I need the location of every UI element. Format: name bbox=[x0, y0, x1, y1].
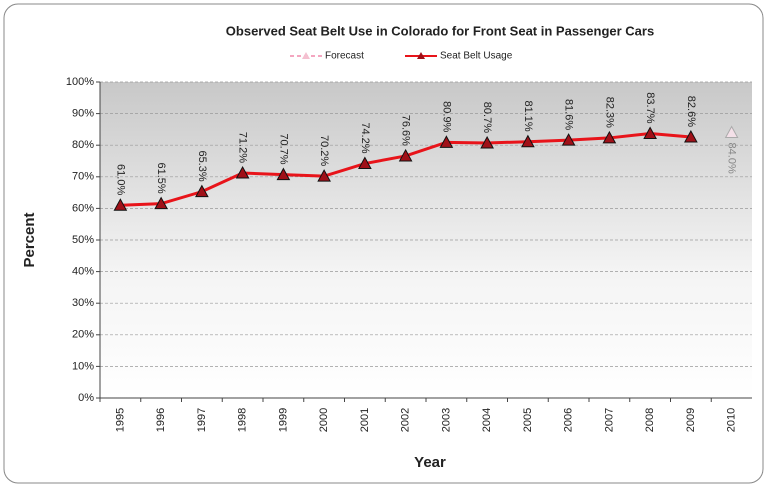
legend-marker bbox=[302, 52, 310, 59]
data-label: 76.6% bbox=[400, 115, 412, 146]
y-tick-label: 60% bbox=[72, 202, 94, 214]
x-tick-label: 2006 bbox=[563, 408, 575, 432]
data-marker bbox=[398, 148, 413, 162]
x-tick-label: 2000 bbox=[318, 408, 330, 432]
legend-marker bbox=[417, 52, 425, 59]
data-label: 61.5% bbox=[155, 162, 167, 193]
data-label: 84.0% bbox=[726, 143, 738, 174]
y-axis-label: Percent bbox=[21, 212, 38, 267]
y-tick-label: 20% bbox=[72, 329, 94, 341]
data-label: 82.6% bbox=[685, 96, 697, 127]
x-tick-label: 2007 bbox=[603, 408, 615, 432]
data-marker bbox=[724, 125, 739, 139]
x-tick-label: 2005 bbox=[522, 408, 534, 432]
data-marker bbox=[480, 135, 494, 149]
data-marker bbox=[317, 169, 331, 182]
data-label: 61.0% bbox=[114, 164, 126, 195]
data-marker bbox=[439, 135, 454, 148]
x-tick-label: 2001 bbox=[359, 408, 371, 432]
x-tick-label: 1996 bbox=[155, 408, 167, 432]
data-marker bbox=[154, 196, 168, 210]
chart-title: Observed Seat Belt Use in Colorado for F… bbox=[226, 23, 654, 38]
x-tick-label: 2009 bbox=[685, 408, 697, 432]
x-tick-label: 2004 bbox=[481, 408, 493, 432]
data-marker bbox=[235, 165, 250, 179]
x-tick-label: 2002 bbox=[400, 408, 412, 432]
data-label: 80.9% bbox=[440, 101, 452, 132]
y-tick-label: 90% bbox=[72, 108, 94, 120]
x-tick-label: 2010 bbox=[726, 408, 738, 432]
x-tick-label: 1998 bbox=[237, 408, 249, 432]
data-marker bbox=[276, 167, 291, 181]
data-marker bbox=[113, 198, 128, 211]
x-tick-label: 2003 bbox=[440, 408, 452, 432]
data-label: 65.3% bbox=[196, 150, 208, 181]
y-tick-label: 80% bbox=[72, 139, 94, 151]
x-tick-label: 1999 bbox=[277, 408, 289, 432]
x-tick-label: 2008 bbox=[644, 408, 656, 432]
data-marker bbox=[643, 126, 657, 140]
data-label: 71.2% bbox=[237, 132, 249, 163]
data-label: 74.2% bbox=[359, 122, 371, 153]
data-marker bbox=[521, 134, 535, 148]
data-label: 80.7% bbox=[481, 102, 493, 133]
x-tick-label: 1997 bbox=[196, 408, 208, 432]
data-label: 81.1% bbox=[522, 101, 534, 132]
x-tick-label: 1995 bbox=[114, 408, 126, 432]
legend-label: Forecast bbox=[325, 51, 364, 62]
data-label: 83.7% bbox=[644, 92, 656, 123]
y-tick-label: 70% bbox=[72, 171, 94, 183]
y-tick-label: 100% bbox=[66, 76, 94, 88]
data-label: 81.6% bbox=[563, 99, 575, 130]
y-tick-label: 40% bbox=[72, 266, 94, 278]
data-marker bbox=[358, 156, 372, 170]
legend-label: Seat Belt Usage bbox=[440, 51, 513, 62]
y-tick-label: 30% bbox=[72, 297, 94, 309]
data-marker bbox=[602, 130, 617, 144]
data-marker bbox=[684, 129, 698, 143]
data-marker bbox=[561, 133, 576, 146]
y-tick-label: 0% bbox=[78, 392, 94, 404]
data-label: 70.7% bbox=[277, 133, 289, 164]
data-label: 70.2% bbox=[318, 135, 330, 166]
data-label: 82.3% bbox=[603, 97, 615, 128]
y-tick-label: 50% bbox=[72, 234, 94, 246]
data-marker bbox=[195, 184, 209, 198]
y-tick-label: 10% bbox=[72, 360, 94, 372]
x-axis-label: Year bbox=[414, 454, 446, 471]
